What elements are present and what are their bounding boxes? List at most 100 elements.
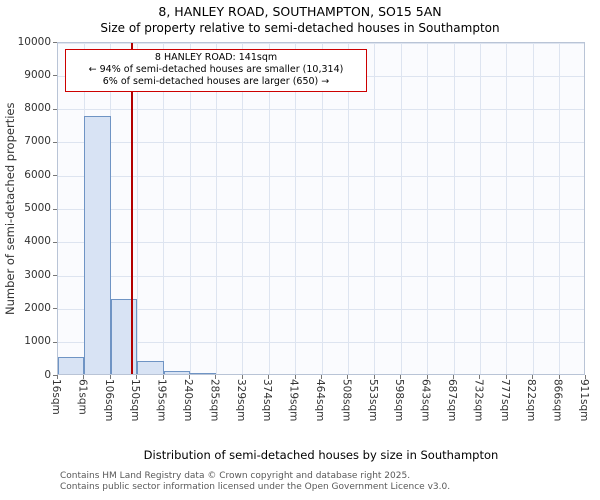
- histogram-bar: [190, 373, 217, 374]
- y-tick-mark: [53, 75, 57, 77]
- x-tick-mark: [453, 375, 454, 379]
- annotation-line3: 6% of semi-detached houses are larger (6…: [102, 76, 330, 87]
- y-tick-label: 10000: [17, 35, 51, 48]
- y-tick-mark: [53, 241, 57, 243]
- gridline-vertical: [559, 43, 561, 374]
- annotation-line2: ← 94% of semi-detached houses are smalle…: [88, 64, 344, 75]
- x-tick-mark: [241, 375, 243, 379]
- y-tick-mark: [53, 275, 57, 277]
- x-tick-label: 374sqm: [261, 379, 274, 422]
- gridline-vertical: [163, 43, 165, 374]
- x-tick-label: 464sqm: [314, 379, 326, 422]
- gridline-vertical: [295, 43, 297, 374]
- y-tick-label: 7000: [24, 135, 51, 148]
- gridline-vertical: [427, 43, 429, 374]
- gridline-horizontal: [58, 142, 584, 144]
- x-tick-mark: [57, 375, 58, 379]
- x-tick-label: 329sqm: [234, 379, 247, 422]
- gridline-vertical: [110, 43, 112, 374]
- gridline-vertical: [189, 43, 191, 374]
- x-tick-mark: [426, 375, 428, 379]
- property-size-marker-line: [130, 43, 133, 374]
- histogram-bar: [137, 360, 164, 374]
- y-tick-label: 6000: [24, 168, 51, 181]
- plot-area: 8 HANLEY ROAD: 141sqm ← 94% of semi-deta…: [57, 42, 585, 375]
- x-tick-label: 598sqm: [393, 379, 406, 422]
- x-tick-label: 240sqm: [182, 379, 194, 422]
- x-tick-label: 866sqm: [551, 379, 564, 422]
- y-tick-label: 9000: [24, 68, 51, 81]
- x-tick-label: 508sqm: [340, 379, 353, 422]
- gridline-vertical: [453, 43, 455, 374]
- x-tick-mark: [479, 375, 481, 379]
- x-tick-mark: [347, 375, 349, 379]
- gridline-horizontal: [58, 242, 584, 244]
- x-tick-mark: [558, 375, 560, 379]
- x-tick-label: 285sqm: [208, 379, 221, 422]
- annotation-line1: 8 HANLEY ROAD: 141sqm: [154, 52, 278, 63]
- x-tick-mark: [83, 375, 85, 379]
- gridline-horizontal: [58, 342, 584, 344]
- x-tick-mark: [215, 375, 217, 379]
- gridline-vertical: [479, 43, 481, 374]
- x-tick-mark: [189, 375, 190, 379]
- gridline-vertical: [321, 43, 323, 374]
- y-tick-label: 8000: [24, 102, 51, 115]
- x-tick-label: 687sqm: [446, 379, 458, 422]
- footer-line2: Contains public sector information licen…: [60, 481, 451, 492]
- y-tick-label: 2000: [24, 301, 51, 314]
- footer: Contains HM Land Registry data © Crown c…: [60, 471, 450, 492]
- footer-line1: Contains HM Land Registry data © Crown c…: [60, 471, 411, 481]
- gridline-vertical: [374, 43, 376, 374]
- x-tick-mark: [585, 375, 586, 379]
- x-tick-mark: [505, 375, 507, 379]
- y-tick-mark: [53, 341, 57, 343]
- x-tick-mark: [109, 375, 111, 379]
- gridline-horizontal: [58, 308, 584, 310]
- gridline-horizontal: [58, 175, 584, 177]
- x-tick-label: 195sqm: [155, 379, 168, 422]
- x-tick-label: 553sqm: [366, 379, 379, 422]
- x-tick-label: 419sqm: [287, 379, 300, 422]
- x-tick-mark: [373, 375, 375, 379]
- x-tick-label: 16sqm: [50, 379, 62, 415]
- histogram-bar: [110, 299, 138, 374]
- x-tick-label: 911sqm: [578, 379, 590, 422]
- x-tick-label: 106sqm: [102, 379, 115, 422]
- y-tick-mark: [53, 208, 57, 210]
- gridline-vertical: [268, 43, 270, 374]
- x-tick-mark: [321, 375, 322, 379]
- y-tick-mark: [53, 108, 57, 110]
- gridline-vertical: [136, 43, 138, 374]
- y-tick-label: 4000: [24, 235, 51, 248]
- x-axis-label: Distribution of semi-detached houses by …: [143, 448, 499, 462]
- x-tick-mark: [294, 375, 296, 379]
- x-tick-mark: [136, 375, 138, 379]
- chart-subtitle: Size of property relative to semi-detach…: [100, 21, 500, 35]
- y-tick-label: 1000: [24, 335, 51, 348]
- histogram-bar: [58, 357, 85, 374]
- x-tick-mark: [162, 375, 164, 379]
- histogram-bar: [163, 371, 190, 374]
- gridline-vertical: [400, 43, 402, 374]
- gridline-vertical: [506, 43, 508, 374]
- y-tick-label: 5000: [24, 202, 51, 214]
- x-tick-label: 732sqm: [472, 379, 485, 422]
- y-tick-mark: [53, 141, 57, 143]
- x-tick-label: 61sqm: [76, 379, 89, 415]
- gridline-horizontal: [58, 209, 584, 210]
- y-tick-mark: [53, 375, 57, 376]
- x-tick-mark: [268, 375, 270, 379]
- gridline-vertical: [215, 43, 217, 374]
- gridline-vertical: [242, 43, 244, 374]
- y-tick-label: 3000: [24, 268, 51, 281]
- y-tick-mark: [53, 42, 57, 43]
- gridline-vertical: [347, 43, 349, 374]
- gridline-vertical: [532, 43, 534, 374]
- gridline-horizontal: [58, 275, 584, 277]
- annotation-box: 8 HANLEY ROAD: 141sqm ← 94% of semi-deta…: [65, 49, 367, 92]
- gridline-horizontal: [58, 109, 584, 111]
- x-tick-label: 822sqm: [525, 379, 538, 422]
- chart-title: 8, HANLEY ROAD, SOUTHAMPTON, SO15 5AN: [158, 4, 442, 19]
